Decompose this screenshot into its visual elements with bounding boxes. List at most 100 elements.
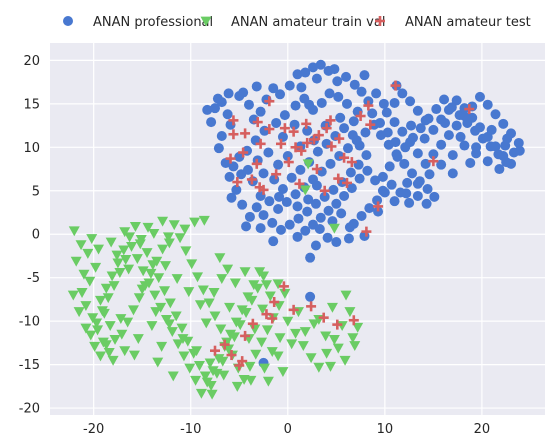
data-point xyxy=(251,202,262,213)
data-point xyxy=(314,224,325,234)
data-point xyxy=(228,115,239,126)
data-point xyxy=(412,190,423,201)
data-point xyxy=(163,238,175,249)
data-point xyxy=(482,156,493,167)
data-point xyxy=(349,341,361,351)
data-point xyxy=(218,370,230,381)
data-point xyxy=(238,87,249,98)
data-point xyxy=(319,191,330,202)
data-point xyxy=(292,201,303,212)
data-point xyxy=(111,250,123,261)
data-point xyxy=(230,317,242,328)
data-point xyxy=(360,127,371,138)
data-point xyxy=(339,355,351,366)
data-point xyxy=(68,226,80,237)
data-point xyxy=(422,184,433,195)
data-point xyxy=(171,274,183,285)
data-point xyxy=(401,188,412,199)
data-point xyxy=(276,224,286,235)
data-point xyxy=(500,140,511,151)
data-point xyxy=(464,104,475,115)
data-point xyxy=(490,141,501,152)
data-point xyxy=(124,232,136,243)
data-point xyxy=(498,118,509,129)
data-point xyxy=(399,158,410,169)
data-point xyxy=(210,103,220,114)
data-point xyxy=(290,100,301,111)
y-tick-label: 15 xyxy=(23,97,40,112)
data-point xyxy=(296,82,307,93)
data-point xyxy=(272,351,284,362)
data-point xyxy=(103,348,115,358)
data-point xyxy=(237,199,248,210)
data-point xyxy=(319,185,330,196)
data-point xyxy=(259,363,270,374)
data-point xyxy=(80,323,92,334)
data-point xyxy=(174,233,186,244)
data-point xyxy=(313,362,325,373)
data-point xyxy=(209,311,221,322)
data-point xyxy=(308,319,320,330)
data-point xyxy=(284,80,295,91)
data-point xyxy=(86,234,98,245)
data-point xyxy=(405,96,416,107)
data-point xyxy=(224,302,236,313)
data-point xyxy=(389,117,400,128)
data-point xyxy=(129,221,141,232)
data-point xyxy=(382,127,393,138)
data-point xyxy=(159,286,171,297)
data-point xyxy=(405,137,416,148)
data-point xyxy=(428,149,439,160)
data-point xyxy=(207,366,219,377)
data-point xyxy=(315,59,326,70)
data-point xyxy=(258,168,269,179)
data-point xyxy=(303,194,314,205)
data-point xyxy=(331,237,342,248)
data-point xyxy=(302,125,313,136)
data-point xyxy=(498,150,509,161)
data-point xyxy=(82,248,94,259)
data-point xyxy=(256,337,268,348)
data-point xyxy=(283,157,294,168)
data-point xyxy=(490,109,501,120)
data-point xyxy=(108,281,120,291)
data-point xyxy=(349,79,360,90)
y-tick-label: -15 xyxy=(19,358,40,373)
data-point xyxy=(229,278,241,289)
legend-marker xyxy=(375,16,385,26)
data-point xyxy=(440,117,451,128)
data-point xyxy=(305,291,316,302)
data-point xyxy=(345,167,356,178)
data-point xyxy=(219,339,230,350)
data-point xyxy=(465,157,476,168)
data-point xyxy=(309,134,319,145)
data-point xyxy=(120,255,132,265)
data-point xyxy=(151,256,163,267)
data-point xyxy=(384,161,395,172)
data-point xyxy=(179,224,191,235)
data-point xyxy=(514,145,525,156)
data-point xyxy=(279,288,291,299)
data-point xyxy=(412,148,423,159)
data-point xyxy=(126,241,138,252)
data-point xyxy=(168,220,180,231)
data-point xyxy=(123,264,135,275)
y-tick-label: 5 xyxy=(32,184,40,199)
data-point xyxy=(328,184,339,195)
data-point xyxy=(109,334,121,345)
data-point xyxy=(329,64,340,75)
data-point xyxy=(238,147,249,158)
data-point xyxy=(286,172,297,183)
data-point xyxy=(320,331,332,342)
data-point xyxy=(379,187,390,198)
data-point xyxy=(371,88,382,99)
data-point xyxy=(389,196,400,207)
data-point xyxy=(295,164,306,175)
data-point xyxy=(116,329,128,340)
data-point xyxy=(199,371,211,382)
data-point xyxy=(222,264,234,275)
data-point xyxy=(333,91,344,102)
data-point xyxy=(246,174,257,185)
data-point xyxy=(146,321,158,331)
